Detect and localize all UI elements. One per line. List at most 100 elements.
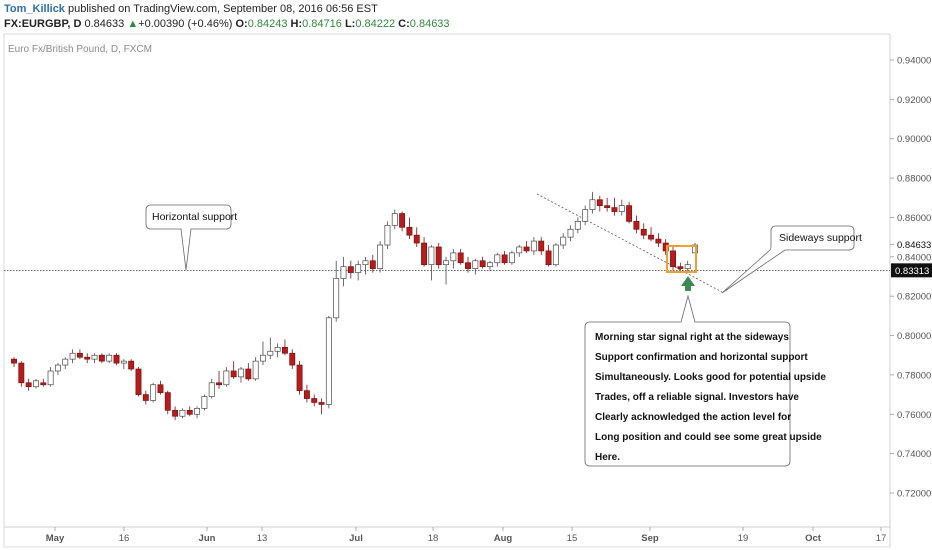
candle-body[interactable] [230,370,237,378]
candle-body[interactable] [640,228,647,236]
candle-body[interactable] [91,354,98,360]
candle-body[interactable] [40,382,47,386]
candle-body[interactable] [157,384,164,393]
horizontal-support-callout[interactable] [145,204,232,271]
candle-body[interactable] [296,364,303,392]
candle-body[interactable] [384,224,391,246]
candle-body[interactable] [538,240,545,252]
candle-body[interactable] [150,384,157,401]
candle-body[interactable] [399,213,406,228]
candle-body[interactable] [655,238,662,244]
candle-body[interactable] [494,254,501,264]
candle-body[interactable] [311,398,318,403]
candle-body[interactable] [479,260,486,268]
candle-body[interactable] [450,252,457,262]
candle-body[interactable] [333,278,340,319]
candle-body[interactable] [186,409,193,415]
candle-body[interactable] [355,264,362,273]
candle-body[interactable] [421,242,428,266]
candle-body[interactable] [428,246,435,266]
candle-body[interactable] [648,234,655,240]
candle-body[interactable] [62,358,69,366]
candle-body[interactable] [487,262,493,268]
candle-body[interactable] [574,221,581,230]
candle-body[interactable] [289,352,296,366]
candle-body[interactable] [596,199,603,206]
sideways-trendline[interactable] [536,193,723,293]
candle-body[interactable] [325,317,332,405]
candle-body[interactable] [164,392,171,411]
candle-body[interactable] [47,370,54,386]
candle-body[interactable] [245,368,252,380]
candle-body[interactable] [611,207,618,212]
candle-body[interactable] [54,364,61,372]
candle-body[interactable] [552,244,559,266]
candle-body[interactable] [201,396,208,409]
candle-body[interactable] [530,240,537,252]
candle-body[interactable] [208,382,215,397]
candle-body[interactable] [318,402,325,405]
candle-body[interactable] [560,236,567,246]
candle-body[interactable] [172,409,179,417]
candle-body[interactable] [18,362,25,384]
candle-body[interactable] [516,246,523,254]
candle-body[interactable] [194,408,201,415]
candle-body[interactable] [545,250,552,266]
sideways-support-callout[interactable] [721,225,855,294]
candle-body[interactable] [362,260,369,266]
candle-body[interactable] [413,234,420,244]
candle-body[interactable] [216,382,222,386]
candle-body[interactable] [142,394,149,401]
candle-body[interactable] [340,266,347,279]
candle-body[interactable] [98,354,105,362]
candle-body[interactable] [128,360,135,370]
candle-body[interactable] [618,205,625,212]
candle-body[interactable] [76,352,83,358]
candle-body[interactable] [567,228,574,238]
candle-body[interactable] [670,250,676,268]
candle-body[interactable] [179,409,186,417]
candle-body[interactable] [508,252,515,264]
candle-body[interactable] [501,254,508,264]
candle-body[interactable] [281,347,288,354]
candle-body[interactable] [135,368,142,395]
candle-body[interactable] [252,360,259,380]
candle-body[interactable] [260,354,266,362]
candle-body[interactable] [435,246,442,266]
candle-body[interactable] [11,358,17,364]
candle-body[interactable] [33,380,39,388]
candle-body[interactable] [238,368,244,378]
candle-body[interactable] [369,260,376,269]
candle-body[interactable] [113,354,120,364]
candle-body[interactable] [633,221,640,230]
candle-body[interactable] [626,205,633,222]
candle-body[interactable] [69,352,76,360]
candle-body[interactable] [582,209,589,222]
candle-body[interactable] [391,213,398,226]
author-link[interactable]: Tom_Killick [4,3,65,15]
candle-body[interactable] [120,360,127,364]
candle-body[interactable] [677,266,684,269]
price-axis[interactable]: 0.94000 0.92000 0.90000 0.88000 0.86000 0.846… [890,56,932,500]
candle-body[interactable] [267,350,274,356]
candle-body[interactable] [443,260,449,266]
candle-body[interactable] [347,266,354,273]
candle-body[interactable] [457,252,464,264]
candle-body[interactable] [377,244,384,269]
candle-body[interactable] [223,370,230,386]
candle-body[interactable] [303,390,310,399]
candle-body[interactable] [465,262,471,269]
candle-body[interactable] [472,260,479,269]
analysis-note-callout[interactable] [584,294,791,467]
candle-body[interactable] [523,246,530,252]
candle-body[interactable] [589,199,596,210]
candle-body[interactable] [106,354,113,362]
time-axis[interactable]: May 16 Jun 13 Jul 18 Aug 15 Sep 19 Oct 17 [46,527,887,544]
candle-body[interactable] [274,347,281,352]
candle-body[interactable] [684,264,691,269]
candle-body[interactable] [25,382,32,388]
candle-body[interactable] [406,226,413,236]
morning-star-highlight[interactable] [666,245,697,273]
candle-body[interactable] [84,356,91,360]
